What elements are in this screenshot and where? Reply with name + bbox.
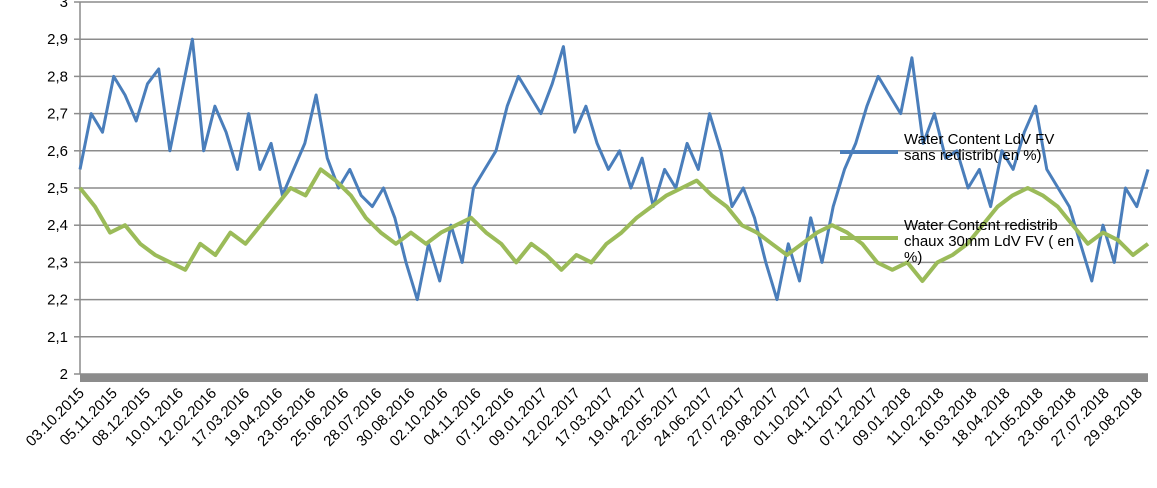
gridlines	[80, 1, 1148, 338]
series-line-green	[78, 167, 1150, 283]
y-tick-label: 2,6	[47, 143, 68, 160]
y-tick-label: 3	[60, 0, 68, 11]
series-line-blue	[78, 37, 1150, 302]
y-tick-label: 2,1	[47, 329, 68, 346]
x-axis: 03.10.201505.11.201508.12.201510.01.2016…	[23, 373, 1148, 450]
y-tick-label: 2,7	[47, 106, 68, 123]
legend-label: Water Content redistrib chaux 30mm LdV FV…	[904, 217, 1074, 266]
y-axis-ticks: 2 2,1 2,2 2,3 2,4 2,5 2,6 2,7 2,8 2,9 3	[47, 0, 81, 383]
y-tick-label: 2,2	[47, 292, 68, 309]
y-tick-label: 2	[60, 366, 68, 383]
series-layer	[78, 37, 1150, 302]
y-tick-label: 2,3	[47, 254, 68, 271]
y-tick-label: 2,4	[47, 217, 68, 234]
legend-label: Water Content LdV FV sans redistrib( en %…	[904, 131, 1054, 164]
y-tick-label: 2,5	[47, 180, 68, 197]
legend: Water Content LdV FV sans redistrib( en %…	[840, 131, 1074, 266]
y-tick-label: 2,9	[47, 31, 68, 48]
y-tick-label: 2,8	[47, 68, 68, 85]
x-axis-tick-band	[80, 374, 1148, 382]
